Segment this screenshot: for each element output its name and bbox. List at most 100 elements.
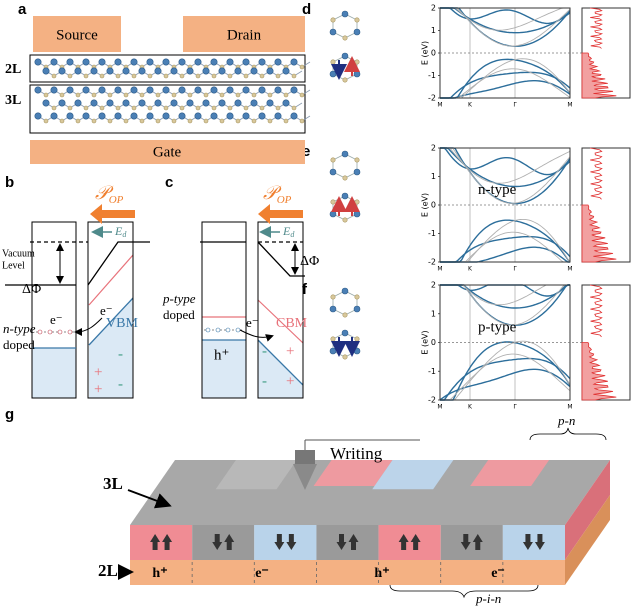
y-tick-label: 2 <box>431 4 436 13</box>
atom <box>75 118 81 124</box>
carrier: e⁻ <box>255 566 269 581</box>
atom <box>282 99 290 107</box>
atom <box>50 58 58 66</box>
polarization-arrow <box>534 534 545 550</box>
box <box>31 221 77 399</box>
atom <box>147 105 153 111</box>
field-label: Ed <box>114 224 127 239</box>
atom <box>353 210 361 218</box>
atom <box>341 192 349 200</box>
atom <box>275 73 281 79</box>
domain-patch <box>215 460 297 490</box>
atom <box>330 336 336 342</box>
atom <box>226 58 234 66</box>
atom <box>227 73 233 79</box>
band-curve <box>440 71 571 99</box>
hole: h⁺ <box>214 347 229 363</box>
atom <box>342 77 348 83</box>
atom <box>341 52 349 60</box>
box <box>87 221 134 399</box>
structure <box>332 55 358 81</box>
atom <box>251 92 257 98</box>
atom <box>210 58 218 66</box>
y-tick-label: -2 <box>428 396 436 405</box>
atom <box>147 73 153 79</box>
atom <box>130 86 138 94</box>
atom <box>146 86 154 94</box>
atom <box>107 118 113 124</box>
polarization-arrow <box>212 534 223 550</box>
x-tick-label: M <box>567 266 572 273</box>
atom <box>330 59 336 65</box>
x-tick-label: M <box>567 404 572 411</box>
atom <box>218 99 226 107</box>
y-tick-label: -1 <box>428 71 436 80</box>
atom <box>98 58 106 66</box>
atom <box>115 73 121 79</box>
atom <box>67 329 73 335</box>
atom <box>99 73 105 79</box>
layer-label: 3L <box>103 474 123 493</box>
atom <box>210 112 218 120</box>
atom <box>353 28 361 36</box>
atom <box>342 217 348 223</box>
charge: + <box>94 381 102 397</box>
dos-fill <box>581 52 617 99</box>
atom <box>43 92 49 98</box>
atom <box>98 112 106 120</box>
band-curve <box>440 340 571 401</box>
writing-label: Writing <box>330 444 383 463</box>
polarization-label: 𝒫OP <box>95 183 124 205</box>
atom <box>211 73 217 79</box>
line <box>127 489 172 509</box>
atom <box>83 73 89 79</box>
panel-label: f <box>302 281 308 298</box>
atom <box>90 99 98 107</box>
band-curve <box>440 147 571 204</box>
domain-block <box>130 525 193 560</box>
atom <box>50 112 58 120</box>
atom <box>329 168 337 176</box>
atom <box>114 58 122 66</box>
charge: + <box>286 343 294 359</box>
atom <box>131 73 137 79</box>
polarization-arrow <box>460 534 471 550</box>
atom <box>178 86 186 94</box>
valence-fill <box>258 340 303 398</box>
atom <box>354 199 360 205</box>
x-tick-label: Γ <box>513 266 517 273</box>
atom <box>291 105 297 111</box>
layer-label: 2L <box>98 561 118 580</box>
atom <box>170 99 178 107</box>
panel-label: b <box>5 174 14 191</box>
x-tick-label: K <box>468 266 473 273</box>
atom <box>283 118 289 124</box>
charge: - <box>262 343 267 359</box>
x-tick-label: Γ <box>513 102 517 109</box>
y-tick-label: 0 <box>431 49 436 58</box>
atom <box>354 157 360 163</box>
atom <box>42 99 50 107</box>
x-tick-label: K <box>468 102 473 109</box>
panel-label: e <box>302 143 310 160</box>
y-tick-label: 0 <box>431 338 436 347</box>
atom <box>170 67 178 75</box>
y-tick-label: -1 <box>428 229 436 238</box>
electron: e⁻ <box>246 315 259 330</box>
atom <box>122 99 130 107</box>
domain-block <box>502 525 565 560</box>
atom <box>146 112 154 120</box>
atom <box>329 210 337 218</box>
vacuum-label: Level <box>2 260 25 271</box>
polarization-arrow <box>224 534 235 550</box>
x-tick-label: M <box>437 266 442 273</box>
atom <box>330 157 336 163</box>
symbol: E <box>282 224 291 238</box>
transfer-arrow <box>74 317 103 336</box>
layer-label: 2L <box>5 62 21 77</box>
dos-fill <box>581 342 617 401</box>
junction-label: p-i-n <box>475 591 501 606</box>
atom <box>258 86 266 94</box>
delta-phi: ΔΦ <box>300 254 319 269</box>
atom <box>299 118 305 124</box>
